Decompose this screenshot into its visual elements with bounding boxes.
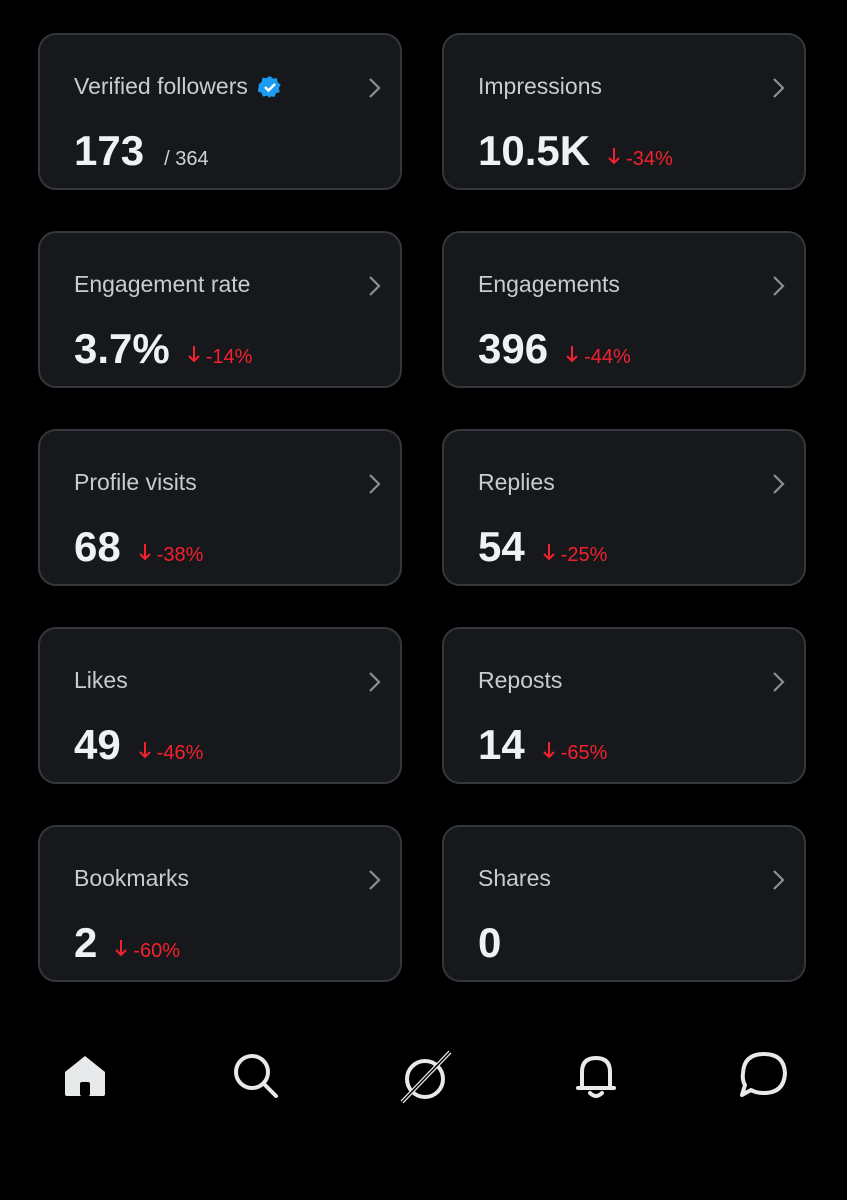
grok-icon[interactable] — [398, 1050, 454, 1106]
metric-label: Verified followers — [74, 73, 248, 99]
metric-row: 396 -44% — [478, 325, 631, 373]
metric-label: Engagement rate — [74, 271, 251, 297]
metric-label-row: Verified followers — [74, 73, 282, 100]
chevron — [773, 276, 785, 296]
metric-change: -60% — [115, 939, 180, 963]
metric-change: -65% — [543, 741, 608, 765]
change-text: -38% — [156, 544, 204, 566]
metric-value: 49 — [74, 721, 121, 768]
metric-value: 0 — [478, 919, 502, 966]
search-icon[interactable] — [230, 1050, 280, 1100]
change-text: -44% — [584, 346, 631, 368]
change-text: -65% — [560, 742, 608, 764]
down-arrow — [139, 544, 151, 561]
metric-label: Bookmarks — [74, 865, 190, 891]
chevron — [773, 78, 785, 98]
metric-row: 2 -60% — [74, 919, 180, 967]
metric-change: -46% — [139, 741, 204, 765]
metric-row: 49 -46% — [74, 721, 203, 769]
chevron — [369, 672, 381, 692]
metric-label-row: Engagement rate — [74, 271, 250, 298]
down-arrow — [188, 346, 200, 363]
metric-label: Impressions — [478, 73, 602, 99]
down-arrow — [543, 742, 555, 759]
chevron — [369, 78, 381, 98]
change-text: -46% — [156, 742, 204, 764]
down-arrow — [139, 742, 151, 759]
metric-value: 54 — [478, 523, 525, 570]
metric-card[interactable]: Reposts 14 -65% — [442, 627, 806, 784]
metric-value: 3.7% — [74, 325, 170, 372]
chevron — [773, 870, 785, 890]
change-text: -60% — [133, 940, 181, 962]
metric-card[interactable]: Impressions 10.5K -34% — [442, 33, 806, 190]
metric-value: 14 — [478, 721, 525, 768]
metric-row: 3.7% -14% — [74, 325, 252, 373]
chevron — [369, 870, 381, 890]
metric-label-row: Shares — [478, 865, 551, 892]
metric-label-row: Engagements — [478, 271, 620, 298]
metric-label-row: Likes — [74, 667, 128, 694]
metric-row: 173 / 364 — [74, 127, 209, 175]
metric-card[interactable]: Replies 54 -25% — [442, 429, 806, 586]
chevron — [369, 276, 381, 296]
metric-label: Replies — [478, 469, 555, 495]
metric-change: -34% — [608, 147, 673, 171]
metric-card[interactable]: Shares 0 — [442, 825, 806, 982]
metric-label: Engagements — [478, 271, 620, 297]
metric-card[interactable]: Engagement rate 3.7% -14% — [38, 231, 402, 388]
metric-label-row: Reposts — [478, 667, 562, 694]
metric-label-row: Impressions — [478, 73, 602, 100]
chevron — [773, 672, 785, 692]
metric-change: -38% — [139, 543, 204, 567]
chevron — [369, 474, 381, 494]
change-text: -25% — [560, 544, 608, 566]
metric-change: -44% — [566, 345, 631, 369]
down-arrow — [566, 346, 578, 363]
metric-row: 10.5K -34% — [478, 127, 673, 175]
metric-row: 14 -65% — [478, 721, 607, 769]
down-arrow — [115, 940, 128, 957]
metric-total: / 364 — [164, 148, 209, 170]
metric-label-row: Bookmarks — [74, 865, 189, 892]
down-arrow — [608, 148, 620, 165]
metric-change: -14% — [188, 345, 253, 369]
metric-card[interactable]: Engagements 396 -44% — [442, 231, 806, 388]
metric-value: 2 — [74, 919, 98, 966]
metric-row: 68 -38% — [74, 523, 203, 571]
metric-change: -25% — [543, 543, 608, 567]
messages-icon[interactable] — [738, 1050, 790, 1100]
chevron — [773, 474, 785, 494]
notifications-icon[interactable] — [572, 1050, 622, 1100]
change-text: -34% — [626, 148, 673, 170]
metric-value: 396 — [478, 325, 549, 372]
metric-label-row: Profile visits — [74, 469, 197, 496]
metric-card[interactable]: Likes 49 -46% — [38, 627, 402, 784]
change-text: -14% — [205, 346, 253, 368]
metric-label: Reposts — [478, 667, 563, 693]
metric-value: 10.5K — [478, 127, 591, 174]
down-arrow — [543, 544, 555, 561]
metric-label: Shares — [478, 865, 551, 891]
metric-value: 173 — [74, 127, 145, 174]
metric-row: 54 -25% — [478, 523, 607, 571]
metric-row: 0 — [478, 919, 501, 967]
metric-label: Likes — [74, 667, 128, 693]
verified-badge — [257, 75, 281, 98]
metric-card[interactable]: Verified followers 173 / 364 — [38, 33, 402, 190]
metric-label: Profile visits — [74, 469, 197, 495]
metric-card[interactable]: Profile visits 68 -38% — [38, 429, 402, 586]
home-icon[interactable] — [60, 1050, 110, 1100]
metric-label-row: Replies — [478, 469, 555, 496]
metric-card[interactable]: Bookmarks 2 -60% — [38, 825, 402, 982]
metric-value: 68 — [74, 523, 121, 570]
